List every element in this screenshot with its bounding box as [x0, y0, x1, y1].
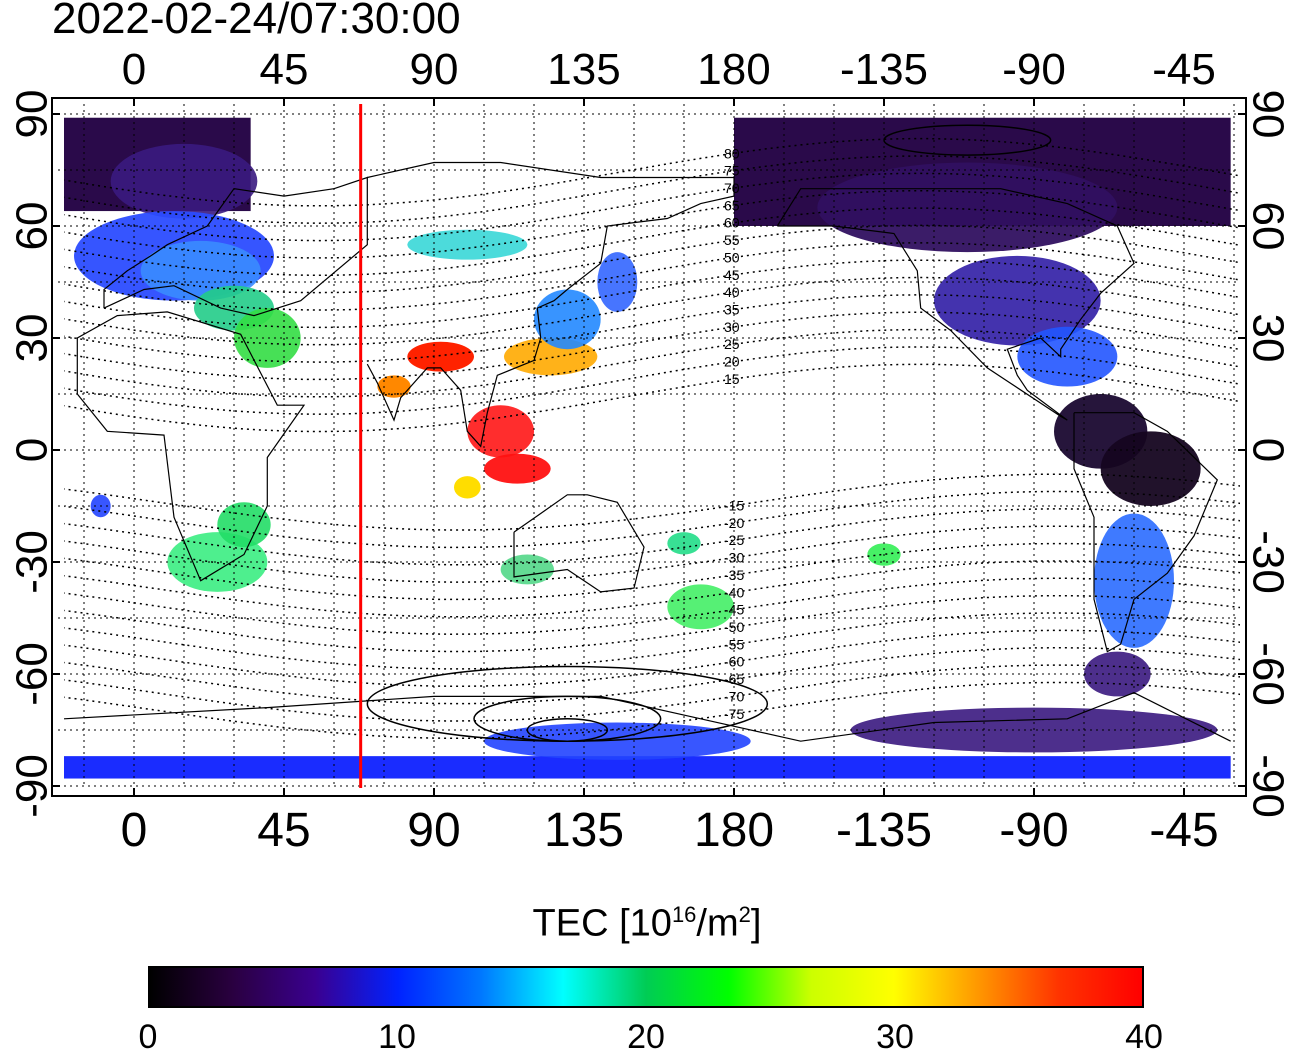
lat-label-right: 0 — [1244, 438, 1293, 462]
contour-label: -50 — [724, 619, 744, 635]
coastline — [64, 692, 1231, 742]
tec-map: 8075706560555045403530252015-15-20-25-30… — [8, 45, 1293, 857]
coastline — [513, 494, 645, 593]
tec-patch — [377, 375, 411, 398]
lon-label-bottom: 135 — [544, 804, 624, 857]
tec-patch — [817, 162, 1118, 253]
lat-label-left: 60 — [8, 202, 57, 251]
lon-label-bottom: -90 — [999, 804, 1068, 857]
contour-label: -65 — [724, 671, 744, 687]
contour-label: 80 — [724, 145, 740, 161]
lat-label-right: 90 — [1244, 90, 1293, 139]
contour-label: 65 — [724, 197, 740, 213]
contour-label: -60 — [724, 654, 744, 670]
contour-label: 45 — [724, 267, 740, 283]
colorbar-tick-label: 20 — [627, 1018, 665, 1056]
tec-patch — [64, 756, 1231, 779]
colorbar-tick-label: 40 — [1125, 1018, 1163, 1056]
contour-label: 15 — [724, 371, 740, 387]
tec-patch — [110, 143, 258, 219]
colorbar — [148, 966, 1144, 1008]
lon-label-bottom: 90 — [407, 804, 460, 857]
contour-label: -75 — [724, 706, 744, 722]
contour-line — [64, 594, 1240, 653]
tec-patch — [407, 229, 528, 260]
lon-label-bottom: 180 — [694, 804, 774, 857]
lat-label-left: -60 — [8, 642, 57, 706]
tec-data-layer — [64, 117, 1231, 779]
contour-label: 35 — [724, 302, 740, 318]
contour-label: -55 — [724, 636, 744, 652]
tec-patch — [467, 405, 534, 458]
contour-label: -70 — [724, 688, 744, 704]
tec-patch — [667, 584, 735, 630]
contour-label: -15 — [724, 498, 744, 514]
tec-patch — [500, 554, 554, 585]
contour-label: -40 — [724, 584, 744, 600]
tec-patch — [407, 341, 474, 372]
colorbar-title: TEC [1016/m2] — [532, 902, 762, 945]
lon-label-bottom: -45 — [1149, 804, 1218, 857]
contour-label: -45 — [724, 602, 744, 618]
lon-label-top: 90 — [410, 45, 459, 94]
contour-label: 25 — [724, 336, 740, 352]
contour-label: 55 — [724, 232, 740, 248]
lon-label-top: 0 — [122, 45, 146, 94]
contour-label: 20 — [724, 354, 740, 370]
contour-label: 50 — [724, 249, 740, 265]
contour-label: 60 — [724, 215, 740, 231]
lon-label-top: 45 — [260, 45, 309, 94]
lat-label-right: -90 — [1244, 754, 1293, 818]
contour-label: -25 — [724, 532, 744, 548]
lon-label-top: -90 — [1002, 45, 1066, 94]
contour-line — [64, 612, 1240, 670]
contour-label: -35 — [724, 567, 744, 583]
lat-label-left: -30 — [8, 530, 57, 594]
tec-patch — [1017, 326, 1118, 387]
colorbar-tick-label: 30 — [876, 1018, 914, 1056]
lon-label-bottom: 0 — [121, 804, 148, 857]
lat-label-left: -90 — [8, 754, 57, 818]
contour-line — [64, 647, 1240, 705]
tec-patch — [454, 476, 481, 499]
axis-ticks: 0045459090135135180180-135-135-90-90-45-… — [8, 45, 1293, 857]
contour-line — [64, 629, 1240, 687]
contour-label: -20 — [724, 515, 744, 531]
tec-patch — [484, 722, 751, 760]
colorbar-tick-label: 0 — [138, 1018, 158, 1056]
lon-label-bottom: -135 — [836, 804, 932, 857]
contour-label: 40 — [724, 284, 740, 300]
lat-label-right: -60 — [1244, 642, 1293, 706]
contour-label: 75 — [724, 163, 740, 179]
lat-label-right: 30 — [1244, 314, 1293, 363]
lon-label-top: -135 — [840, 45, 928, 94]
tec-patch — [483, 453, 551, 484]
pole-contour — [366, 665, 769, 742]
lon-label-bottom: 45 — [257, 804, 310, 857]
tec-patch — [534, 289, 601, 350]
lat-label-right: 60 — [1244, 202, 1293, 251]
tec-patch — [1084, 651, 1151, 697]
tec-patch — [167, 532, 268, 592]
lat-label-left: 0 — [8, 438, 57, 462]
colorbar-tick-label: 10 — [378, 1018, 416, 1056]
timestamp-title: 2022-02-24/07:30:00 — [52, 0, 461, 43]
grid-lines — [58, 104, 1240, 788]
coastline — [1073, 412, 1219, 653]
contour-label: -30 — [724, 550, 744, 566]
lon-label-top: 180 — [697, 45, 770, 94]
contour-label: 70 — [724, 180, 740, 196]
coastline — [366, 161, 735, 448]
contour-label: 30 — [724, 319, 740, 335]
coastline — [776, 188, 1135, 421]
lon-label-top: -45 — [1152, 45, 1216, 94]
plot-frame — [51, 97, 1247, 797]
lat-label-right: -30 — [1244, 530, 1293, 594]
tec-patch — [217, 502, 271, 548]
lat-label-left: 90 — [8, 90, 57, 139]
lat-label-left: 30 — [8, 314, 57, 363]
lon-label-top: 135 — [547, 45, 620, 94]
